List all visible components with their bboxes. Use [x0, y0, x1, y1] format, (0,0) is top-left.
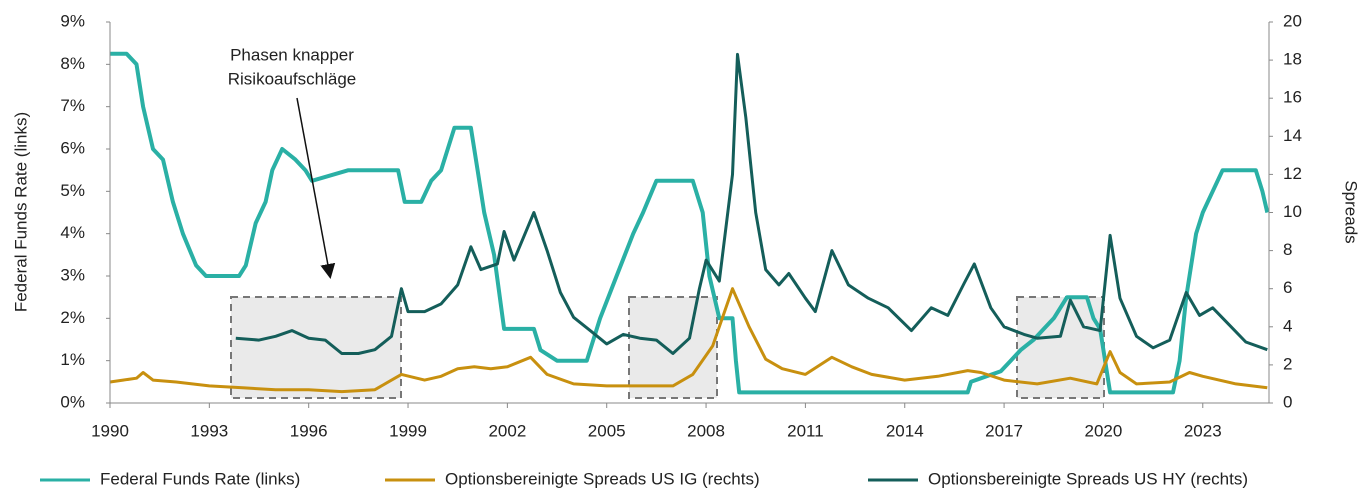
y-tick-label: 4%: [60, 223, 85, 242]
y-tick-label: 1%: [60, 350, 85, 369]
y2-tick-label: 8: [1283, 240, 1292, 259]
legend-label: Optionsbereinigte Spreads US IG (rechts): [445, 469, 760, 488]
x-tick-label: 2017: [985, 421, 1023, 440]
y2-axis-label: Spreads: [1342, 180, 1361, 243]
x-tick-label: 2005: [588, 421, 626, 440]
y-tick-label: 5%: [60, 181, 85, 200]
y2-tick-label: 10: [1283, 202, 1302, 221]
x-tick-label: 1990: [91, 421, 129, 440]
y2-tick-label: 6: [1283, 278, 1292, 297]
y-tick-label: 9%: [60, 11, 85, 30]
x-tick-label: 2020: [1085, 421, 1123, 440]
x-tick-label: 2002: [488, 421, 526, 440]
y-tick-label: 0%: [60, 392, 85, 411]
y2-tick-label: 14: [1283, 126, 1302, 145]
y-axis-label: Federal Funds Rate (links): [11, 112, 30, 312]
x-tick-label: 1999: [389, 421, 427, 440]
annotation-arrow: [296, 97, 336, 279]
y2-tick-label: 12: [1283, 164, 1302, 183]
series-line: [109, 287, 1268, 394]
x-tick-label: 1993: [190, 421, 228, 440]
y-tick-label: 8%: [60, 54, 85, 73]
y2-tick-label: 20: [1283, 11, 1302, 30]
x-tick-label: 2023: [1184, 421, 1222, 440]
annotation: Phasen knapper: [230, 45, 354, 64]
highlight-box: [230, 296, 402, 399]
y2-tick-label: 16: [1283, 88, 1302, 107]
y-tick-label: 6%: [60, 138, 85, 157]
y-tick-label: 7%: [60, 96, 85, 115]
x-tick-label: 2011: [787, 421, 824, 440]
y2-tick-label: 0: [1283, 392, 1292, 411]
annotation: Risikoaufschläge: [228, 69, 357, 88]
y-tick-label: 3%: [60, 265, 85, 284]
series-line: [235, 52, 1268, 355]
y-tick-label: 2%: [60, 308, 85, 327]
x-tick-label: 2014: [886, 421, 924, 440]
legend-label: Federal Funds Rate (links): [100, 469, 300, 488]
highlight-box: [628, 296, 718, 399]
y2-tick-label: 18: [1283, 50, 1302, 69]
legend-label: Optionsbereinigte Spreads US HY (rechts): [928, 469, 1248, 488]
plot: [109, 51, 1270, 395]
y2-tick-label: 4: [1283, 316, 1292, 335]
series-line: [110, 51, 1270, 395]
y2-tick-label: 2: [1283, 354, 1292, 373]
x-tick-label: 2008: [687, 421, 725, 440]
x-tick-label: 1996: [290, 421, 328, 440]
